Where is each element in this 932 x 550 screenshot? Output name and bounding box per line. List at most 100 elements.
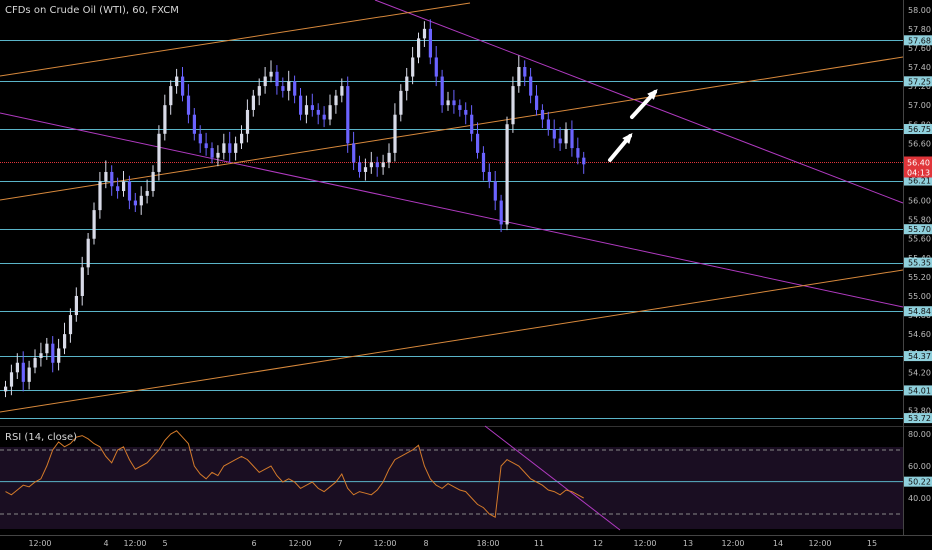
candle-body [27,367,31,382]
candle-body [334,95,338,106]
time-tick-label: 15 [867,539,877,548]
candle-body [192,114,196,134]
time-tick-label: 6 [251,539,256,548]
time-tick-label: 12 [593,539,603,548]
candle-body [558,138,562,144]
candle-body [163,105,167,134]
candle-body [63,334,67,349]
time-axis[interactable]: 12:00 4 12:00 5 6 12:00 7 12:00 8 18:00 11 12 12:00 1… [28,539,877,548]
price-tick-label: 55.20 [908,273,931,282]
candle-body [564,129,568,144]
candle-body [576,148,580,158]
candle-body [39,353,43,358]
candle-body [299,95,303,115]
candle-body [4,386,8,392]
time-tick-label: 13 [683,539,693,548]
time-tick-label: 18:00 [476,539,499,548]
candle-body [110,171,114,187]
candle-body [493,181,497,201]
candle-body [487,171,491,182]
candle-body [340,86,344,96]
candle-body [346,86,350,144]
time-tick-label: 12:00 [28,539,51,548]
price-tick-label: 54.60 [908,330,931,339]
candle-body [464,109,468,115]
candles [4,19,586,398]
rsi-panel-background [0,447,903,529]
ascending-trendline-middle [0,56,904,201]
level-tag-label: 57.25 [908,77,931,86]
candle-body [157,133,161,172]
candle-body [74,295,78,316]
ascending-trendline-lower [0,269,904,413]
candle-body [570,129,574,149]
candle-body [263,76,267,87]
price-tick-label: 58.00 [908,6,931,15]
time-tick-label: 12:00 [721,539,744,548]
time-tick-label: 12:00 [633,539,656,548]
price-tick-label: 55.00 [908,292,931,301]
candle-body [405,76,409,91]
candle-body [15,362,19,373]
candle-body [269,71,273,77]
candle-body [21,362,25,382]
descending-trendline-lower [0,112,904,308]
candle-body [381,162,385,168]
candle-body [9,372,14,387]
time-tick-label: 11 [534,539,544,548]
price-tick-label: 53.80 [908,406,931,415]
candle-body [186,95,191,115]
price-tick-label: 55.80 [908,216,931,225]
current-price-label: 56.40 [907,159,930,168]
candle-body [316,109,320,115]
arrow-head-icon [647,89,658,100]
candle-body [281,86,285,91]
candle-body [293,81,297,96]
candle-body [540,109,545,120]
level-tag-label: 53.72 [908,414,931,423]
price-tick-label: 57.80 [908,25,931,34]
time-tick-label: 4 [103,539,108,548]
candle-body [204,143,208,149]
candle-body [422,28,427,39]
price-tick-label: 57.20 [908,82,931,91]
level-tag-label: 54.84 [908,307,931,316]
time-tick-label: 8 [423,539,428,548]
rsi-trendline [484,425,621,531]
candle-body [151,171,155,192]
candle-body [86,238,90,268]
candle-body [287,81,291,91]
price-tick-label: 56.60 [908,139,931,148]
rsi-level-tag [904,476,932,487]
arrow-head-icon [622,132,633,144]
candle-body [411,57,415,77]
time-tick-label: 5 [162,539,167,548]
level-tag-label: 57.68 [908,36,931,45]
ascending-trendline-upper [0,2,471,77]
candle-body [328,105,332,120]
candle-body [275,71,279,87]
candle-body [535,95,539,110]
time-tick-label: 12:00 [808,539,831,548]
descending-trendline-upper [374,0,904,204]
candle-body [45,343,49,354]
rsi-tick-label: 80.00 [908,430,931,439]
candle-body [104,171,108,182]
candle-body [116,186,120,192]
candle-body [251,95,255,110]
candle-body [499,200,503,225]
candle-body [440,76,444,106]
candle-body [322,114,326,120]
annotation-arrows [608,89,658,162]
candle-body [216,152,220,158]
candle-body [304,105,309,115]
price-tick-label: 57.00 [908,101,931,110]
current-price-tag [904,156,932,178]
candle-body [51,343,55,363]
level-tag-label: 54.37 [908,352,931,361]
price-axis[interactable]: 58.0057.8057.6057.4057.2057.0056.8056.60… [904,6,932,424]
candle-body [257,86,261,96]
candle-body [133,200,137,206]
level-tag [904,35,932,46]
